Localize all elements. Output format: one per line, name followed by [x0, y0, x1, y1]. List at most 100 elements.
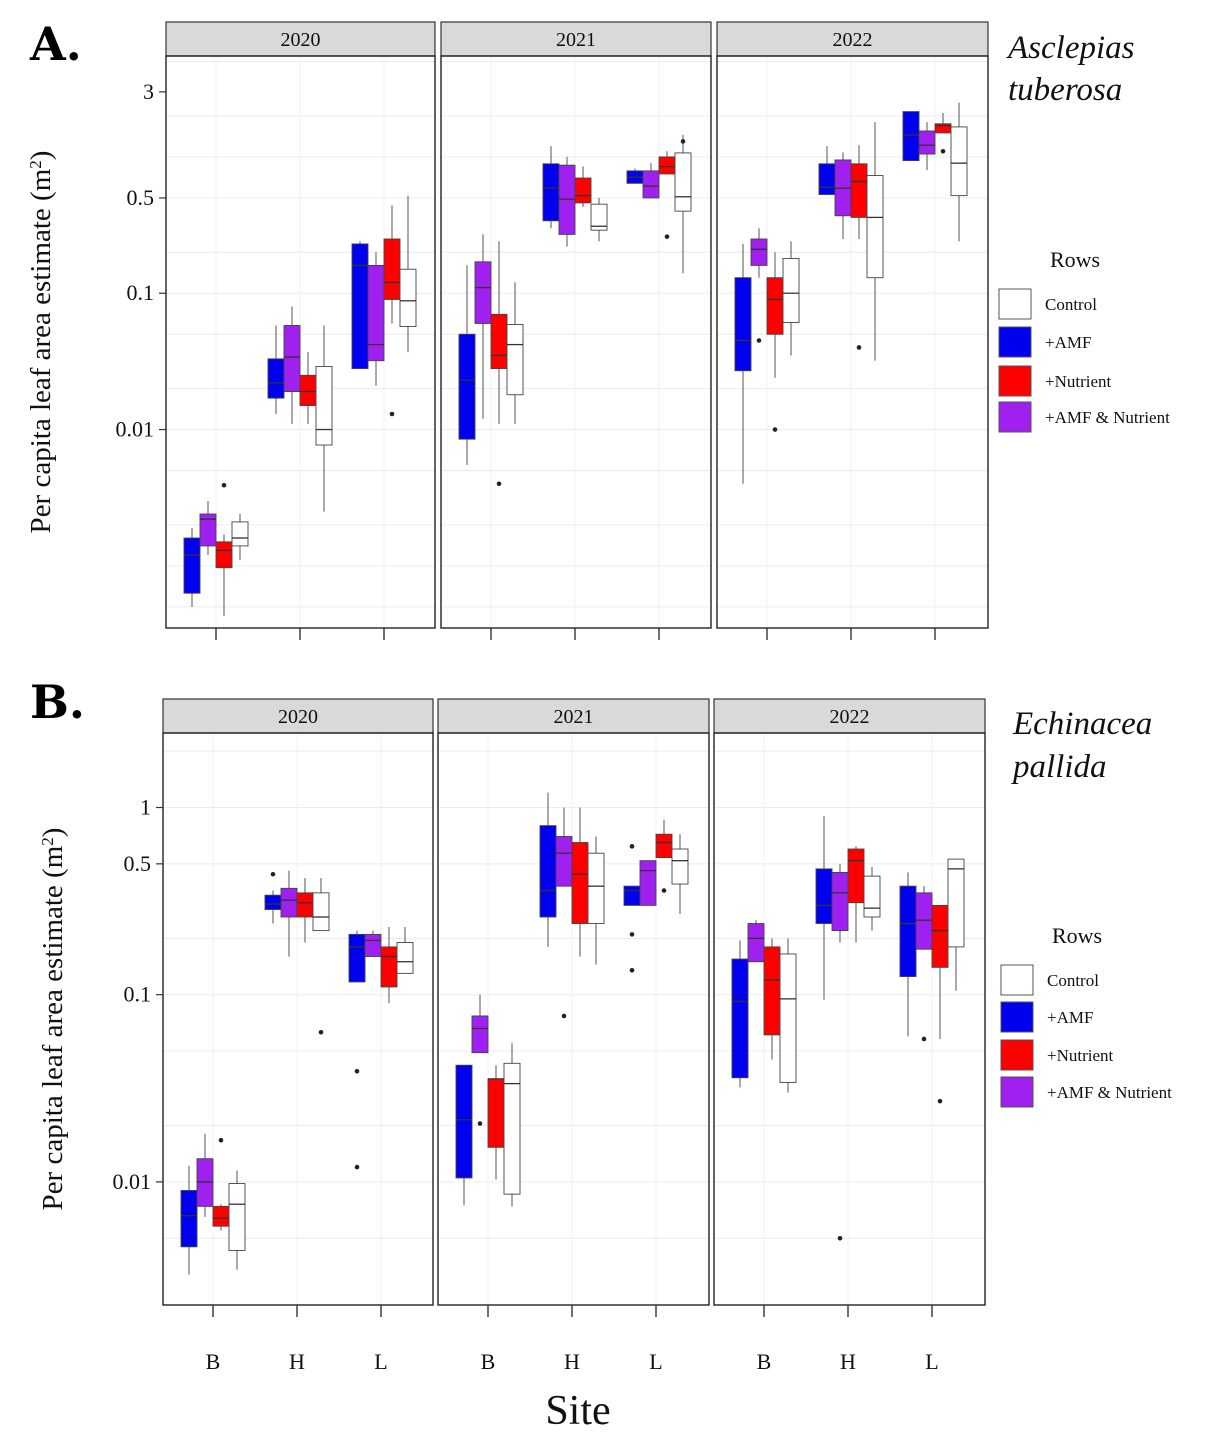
box-iqr [590, 203, 608, 231]
box-iqr [283, 325, 301, 392]
y-tick-label: 0.5 [127, 185, 155, 210]
box-iqr [228, 1183, 246, 1251]
facet-strip [713, 698, 986, 734]
box-amf-nutrient [639, 860, 657, 906]
box-control [396, 926, 414, 974]
y-axis-title-superscript: 2 [26, 160, 45, 169]
box-iqr [215, 541, 233, 569]
box-iqr [947, 858, 965, 948]
box-amf [455, 1064, 473, 1206]
panel-label: A. [29, 17, 82, 71]
box-iqr [212, 1205, 230, 1227]
box-group-L [899, 858, 965, 1104]
legend-label: +Nutrient [1047, 1046, 1114, 1065]
box-control [779, 938, 797, 1093]
box-iqr [674, 152, 692, 212]
legend-key [998, 401, 1032, 433]
legend: Rows Control +AMF +Nutrient +AMF & Nutrient [1000, 923, 1172, 1108]
box-iqr [312, 892, 330, 932]
legend-label: +AMF [1045, 333, 1091, 352]
box-iqr [950, 126, 968, 197]
legend: Rows Control +AMF +Nutrient +AMF & Nutrient [998, 247, 1170, 433]
box-nutrient [931, 904, 949, 1104]
box-nutrient [658, 151, 676, 239]
box-amf [351, 241, 369, 370]
box-iqr [899, 885, 917, 978]
panel-echinacea-pallida: B. Echinacea pallida Per capita leaf area e… [30, 675, 1172, 1374]
x-tick-label: B [206, 1349, 221, 1374]
box-control [866, 122, 884, 361]
outlier-point [661, 888, 667, 893]
facet-2021: 2021 B H L [437, 698, 710, 1374]
facet-strip-label: 2022 [830, 706, 870, 728]
legend-key [1000, 1039, 1034, 1071]
outlier-point [664, 234, 670, 239]
box-amf-nutrient [196, 1133, 214, 1217]
x-axis-title: Site [545, 1388, 610, 1434]
box-amf-nutrient [283, 306, 301, 424]
facet-strip-label: 2022 [833, 29, 873, 51]
box-iqr [455, 1064, 473, 1179]
facet-2022: 2022 [716, 21, 989, 640]
box-nutrient [299, 352, 317, 424]
box-iqr [750, 238, 768, 266]
box-amf-nutrient [280, 870, 298, 957]
outlier-point [629, 932, 635, 937]
outlier-point [921, 1036, 927, 1042]
box-iqr [850, 163, 868, 218]
legend-label: Control [1045, 295, 1097, 314]
box-amf [539, 792, 557, 947]
outlier-point [318, 1029, 324, 1035]
box-nutrient [296, 878, 314, 943]
legend-key [998, 288, 1032, 320]
box-iqr [863, 875, 881, 918]
box-group-L [626, 134, 692, 274]
outlier-point [856, 345, 862, 350]
box-amf [626, 168, 644, 184]
box-iqr [815, 868, 833, 924]
box-nutrient [574, 166, 592, 207]
box-group-L [348, 926, 414, 1170]
box-control [587, 836, 605, 965]
box-group-B [455, 994, 521, 1207]
box-iqr [367, 264, 385, 362]
box-iqr [763, 946, 781, 1036]
box-iqr [571, 842, 589, 924]
box-amf [458, 265, 476, 465]
box-nutrient [212, 1137, 230, 1231]
y-tick-label: 0.1 [127, 280, 155, 305]
box-control [231, 514, 249, 561]
box-iqr [639, 860, 657, 906]
legend-label: +AMF & Nutrient [1045, 408, 1170, 427]
box-amf-nutrient [918, 122, 936, 171]
box-iqr [383, 238, 401, 300]
box-iqr [180, 1190, 198, 1248]
x-tick-label: B [757, 1349, 772, 1374]
legend-key [998, 326, 1032, 358]
box-iqr [866, 175, 884, 279]
facet-strip [437, 698, 710, 734]
box-iqr [396, 942, 414, 974]
box-iqr [731, 958, 749, 1079]
x-tick-label: B [481, 1349, 496, 1374]
y-tick-label: 3 [143, 79, 154, 104]
legend-key [998, 365, 1032, 397]
legend-key [1000, 1076, 1034, 1108]
box-amf-nutrient [364, 930, 382, 957]
outlier-point [389, 411, 395, 417]
box-nutrient [383, 205, 401, 417]
box-control [506, 282, 524, 424]
x-tick-label: H [840, 1349, 856, 1374]
box-amf [899, 872, 917, 1037]
box-control [863, 867, 881, 931]
box-amf-nutrient [471, 994, 489, 1126]
box-iqr [399, 268, 417, 327]
facet-strip [440, 21, 712, 57]
outlier-point [937, 1098, 943, 1104]
box-group-B [183, 482, 249, 616]
box-nutrient [766, 252, 784, 432]
box-iqr [471, 1015, 489, 1054]
box-amf-nutrient [555, 807, 573, 1019]
box-amf-nutrient [831, 863, 849, 1241]
box-iqr [315, 366, 333, 446]
